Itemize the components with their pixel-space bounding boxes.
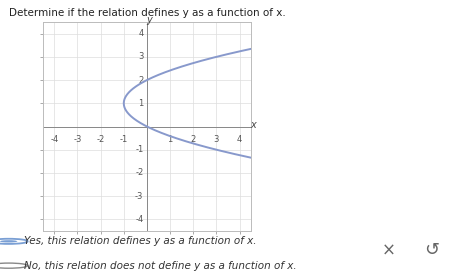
Text: ↺: ↺	[424, 241, 439, 259]
Text: ×: ×	[382, 241, 396, 259]
Text: Determine if the relation defines y as a function of x.: Determine if the relation defines y as a…	[9, 8, 286, 18]
Text: 3: 3	[138, 52, 144, 61]
Text: 2: 2	[138, 76, 144, 84]
Circle shape	[0, 240, 17, 243]
Text: -4: -4	[135, 215, 144, 224]
Text: 2: 2	[191, 135, 196, 144]
Text: -1: -1	[135, 145, 144, 154]
Text: Yes, this relation defines y as a function of x.: Yes, this relation defines y as a functi…	[24, 236, 257, 246]
Text: 4: 4	[237, 135, 242, 144]
Text: 4: 4	[138, 29, 144, 38]
Text: -2: -2	[135, 169, 144, 177]
Text: No, this relation does not define y as a function of x.: No, this relation does not define y as a…	[24, 261, 297, 271]
Text: x: x	[251, 120, 256, 130]
Text: y: y	[146, 15, 152, 25]
Text: 3: 3	[214, 135, 219, 144]
Text: 1: 1	[138, 99, 144, 108]
Text: -3: -3	[135, 192, 144, 201]
Text: 1: 1	[167, 135, 173, 144]
Text: -4: -4	[50, 135, 58, 144]
Text: -2: -2	[97, 135, 105, 144]
Text: -3: -3	[73, 135, 82, 144]
Text: -1: -1	[119, 135, 128, 144]
